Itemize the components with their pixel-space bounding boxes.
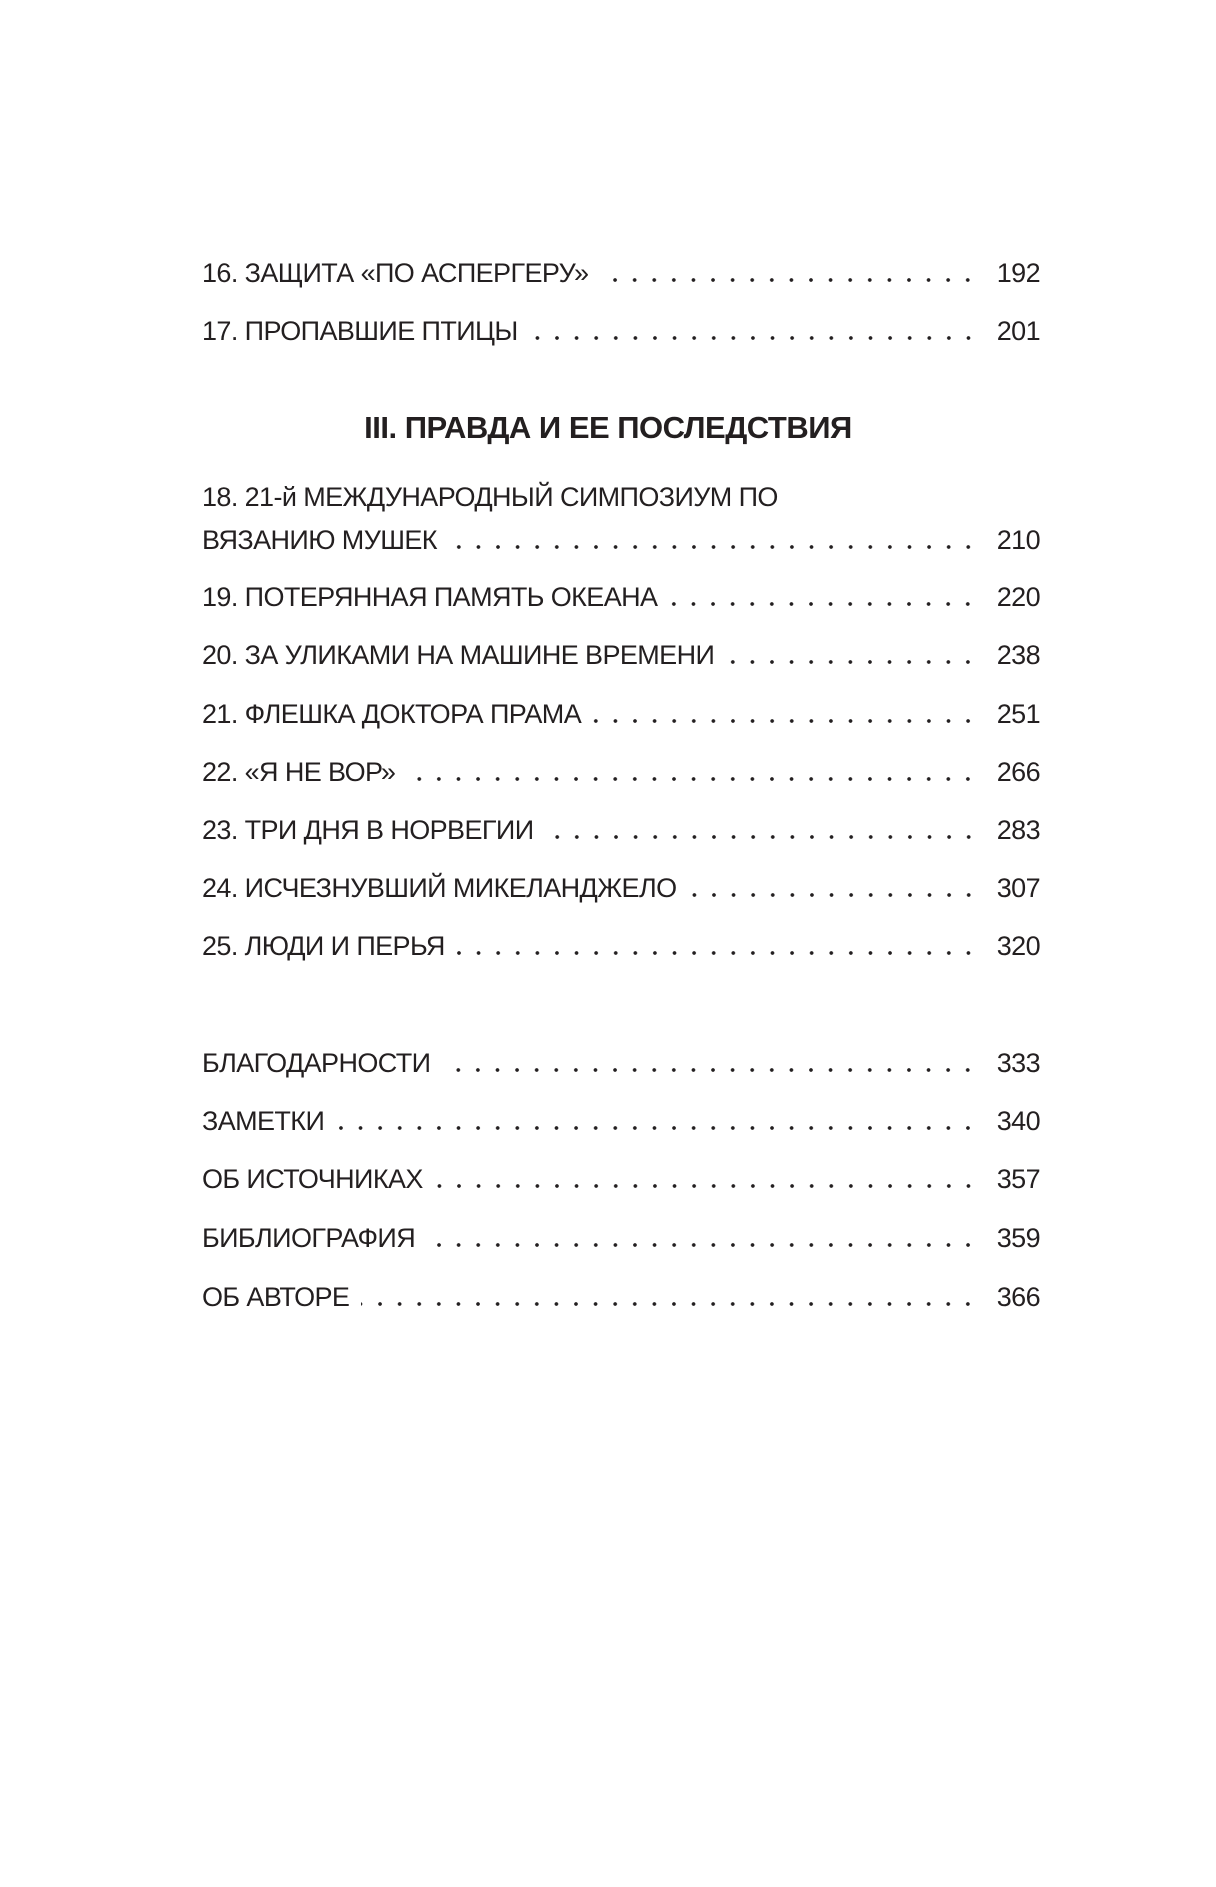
dot-leader: [529, 313, 978, 349]
toc-entry: БИБЛИОГРАФИЯ 359: [202, 1220, 1041, 1256]
toc-entry: 24. ИСЧЕЗНУВШИЙ МИКЕЛАНДЖЕЛО 307: [202, 870, 1041, 906]
section-heading: III. ПРАВДА И ЕЕ ПОСЛЕДСТВИЯ: [364, 410, 852, 445]
entry-page: 366: [996, 1282, 1041, 1312]
toc-entry: 25. ЛЮДИ И ПЕРЬЯ 320: [202, 928, 1041, 964]
dot-leader: [688, 870, 978, 906]
entry-page: 359: [996, 1223, 1041, 1253]
entry-title-line1: 18. 21-й МЕЖДУНАРОДНЫЙ СИМПОЗИУМ ПО: [202, 482, 778, 512]
entry-page: 357: [996, 1164, 1041, 1194]
toc-entry: БЛАГОДАРНОСТИ 333: [202, 1045, 1041, 1081]
entry-title: 19. ПОТЕРЯННАЯ ПАМЯТЬ ОКЕАНА: [202, 582, 658, 612]
entry-title: БИБЛИОГРАФИЯ: [202, 1223, 416, 1253]
entry-title: ЗАМЕТКИ: [202, 1106, 325, 1136]
toc-entry: 17. ПРОПАВШИЕ ПТИЦЫ 201: [202, 313, 1041, 349]
entry-title: ОБ ИСТОЧНИКАХ: [202, 1164, 423, 1194]
entry-page: 220: [996, 582, 1041, 612]
toc-entry: 22. «Я НЕ ВОР» 266: [202, 754, 1041, 790]
entry-title: ВЯЗАНИЮ МУШЕК: [202, 525, 438, 555]
entry-title: 21. ФЛЕШКА ДОКТОРА ПРАМА: [202, 699, 582, 729]
entry-page: 340: [996, 1106, 1041, 1136]
dot-leader: [427, 1220, 978, 1256]
dot-leader: [600, 255, 978, 291]
entry-title: ОБ АВТОРЕ: [202, 1282, 350, 1312]
toc-entry: ВЯЗАНИЮ МУШЕК 210: [202, 522, 1041, 558]
entry-title: БЛАГОДАРНОСТИ: [202, 1048, 431, 1078]
entry-title: 22. «Я НЕ ВОР»: [202, 757, 396, 787]
entry-page: 210: [996, 525, 1041, 555]
dot-leader: [669, 579, 978, 615]
toc-entry: 21. ФЛЕШКА ДОКТОРА ПРАМА 251: [202, 696, 1041, 732]
entry-title: 23. ТРИ ДНЯ В НОРВЕГИИ: [202, 815, 534, 845]
entry-page: 238: [996, 640, 1041, 670]
entry-page: 307: [996, 873, 1041, 903]
dot-leader: [407, 754, 978, 790]
entry-title: 24. ИСЧЕЗНУВШИЙ МИКЕЛАНДЖЕЛО: [202, 873, 677, 903]
toc-entry: 23. ТРИ ДНЯ В НОРВЕГИИ 283: [202, 812, 1041, 848]
dot-leader: [448, 522, 978, 558]
entry-title: 20. ЗА УЛИКАМИ НА МАШИНЕ ВРЕМЕНИ: [202, 640, 715, 670]
dot-leader: [545, 812, 978, 848]
entry-page: 201: [996, 316, 1041, 346]
dot-leader: [361, 1279, 978, 1315]
toc-entry: 19. ПОТЕРЯННАЯ ПАМЯТЬ ОКЕАНА 220: [202, 579, 1041, 615]
entry-title: 25. ЛЮДИ И ПЕРЬЯ: [202, 931, 445, 961]
dot-leader: [593, 696, 978, 732]
dot-leader: [442, 1045, 978, 1081]
dot-leader: [434, 1161, 978, 1197]
toc-entry: ОБ АВТОРЕ 366: [202, 1279, 1041, 1315]
dot-leader: [336, 1103, 978, 1139]
entry-title: 17. ПРОПАВШИЕ ПТИЦЫ: [202, 316, 518, 346]
entry-page: 266: [996, 757, 1041, 787]
entry-page: 192: [996, 258, 1041, 288]
entry-page: 251: [996, 699, 1041, 729]
toc-entry: 16. ЗАЩИТА «ПО АСПЕРГЕРУ» 192: [202, 255, 1041, 291]
entry-page: 320: [996, 931, 1041, 961]
entry-page: 283: [996, 815, 1041, 845]
toc-entry: 20. ЗА УЛИКАМИ НА МАШИНЕ ВРЕМЕНИ 238: [202, 637, 1041, 673]
dot-leader: [726, 637, 978, 673]
dot-leader: [456, 928, 978, 964]
toc-entry: ОБ ИСТОЧНИКАХ 357: [202, 1161, 1041, 1197]
entry-title: 16. ЗАЩИТА «ПО АСПЕРГЕРУ»: [202, 258, 589, 288]
entry-page: 333: [996, 1048, 1041, 1078]
toc-entry: ЗАМЕТКИ 340: [202, 1103, 1041, 1139]
